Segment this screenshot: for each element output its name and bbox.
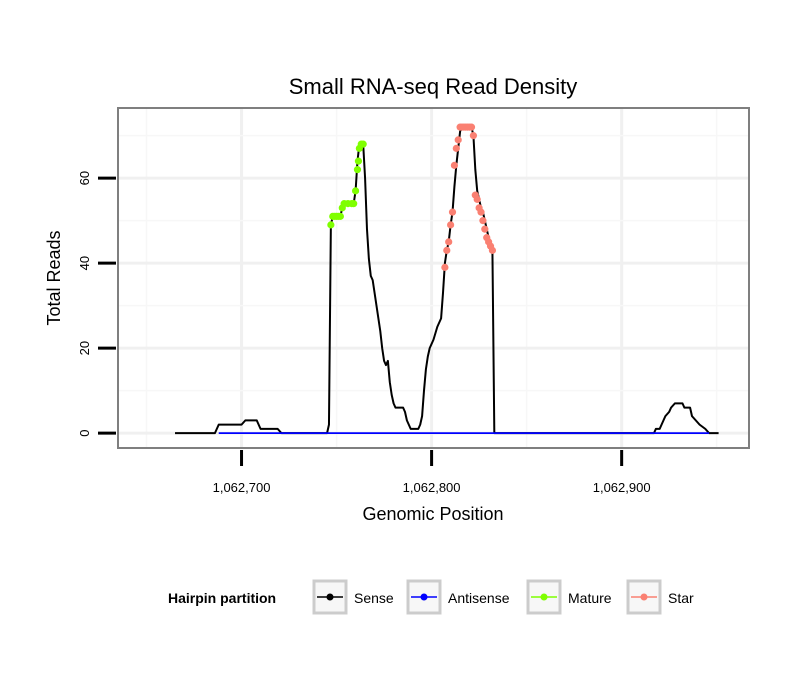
point-mature-10: [350, 200, 358, 208]
legend-label-star: Star: [668, 590, 694, 606]
point-star-5: [450, 161, 459, 169]
point-star-3: [447, 221, 455, 229]
x-axis-title: Genomic Position: [362, 504, 503, 524]
plot-panel-border: [117, 107, 750, 449]
point-star-14: [467, 123, 476, 131]
series-layer: [175, 123, 719, 435]
y-tick-label-3: 60: [77, 171, 92, 185]
legend-label-sense: Sense: [354, 590, 394, 606]
legend-dot-star: [640, 593, 648, 601]
legend-item-mature: Mature: [526, 579, 612, 615]
point-star-21: [481, 225, 489, 233]
point-mature-16: [359, 140, 367, 148]
y-axis-title: Total Reads: [44, 230, 64, 325]
point-star-15: [469, 132, 478, 140]
legend-dot-mature: [540, 593, 548, 601]
point-mature-11: [351, 187, 360, 195]
point-star-19: [477, 208, 485, 216]
legend-dot-sense: [326, 593, 334, 601]
point-star-1: [443, 246, 451, 254]
legend-label-mature: Mature: [568, 590, 612, 606]
legend-dot-antisense: [420, 593, 428, 601]
legend-item-star: Star: [626, 579, 694, 615]
point-star-6: [452, 144, 460, 152]
legend-item-antisense: Antisense: [406, 579, 510, 615]
plot-panel: [118, 108, 749, 448]
x-tick-label-0: 1,062,700: [213, 480, 271, 495]
point-star-20: [479, 217, 487, 225]
y-tick-label-1: 20: [77, 341, 92, 355]
point-star-4: [448, 208, 457, 216]
chart-title: Small RNA-seq Read Density: [289, 74, 578, 99]
x-tick-label-2: 1,062,900: [593, 480, 651, 495]
point-mature-12: [353, 166, 362, 174]
y-tick-label-2: 40: [77, 256, 92, 270]
point-star-2: [445, 238, 453, 246]
x-tick-label-1: 1,062,800: [403, 480, 461, 495]
point-star-25: [488, 246, 497, 254]
legend-title: Hairpin partition: [168, 590, 276, 606]
point-mature-13: [354, 157, 363, 165]
x-axis: 1,062,700 1,062,800 1,062,900: [213, 450, 651, 495]
point-mature-0: [327, 221, 335, 229]
point-star-17: [473, 195, 481, 203]
y-tick-label-0: 0: [77, 430, 92, 437]
legend-label-antisense: Antisense: [448, 590, 510, 606]
legend: Hairpin partition Sense Antisense Mature…: [168, 579, 694, 615]
point-mature-5: [336, 212, 344, 220]
legend-item-sense: Sense: [312, 579, 394, 615]
point-star-7: [454, 136, 462, 144]
y-axis: 0 20 40 60: [77, 171, 116, 437]
point-star-0: [441, 263, 449, 271]
